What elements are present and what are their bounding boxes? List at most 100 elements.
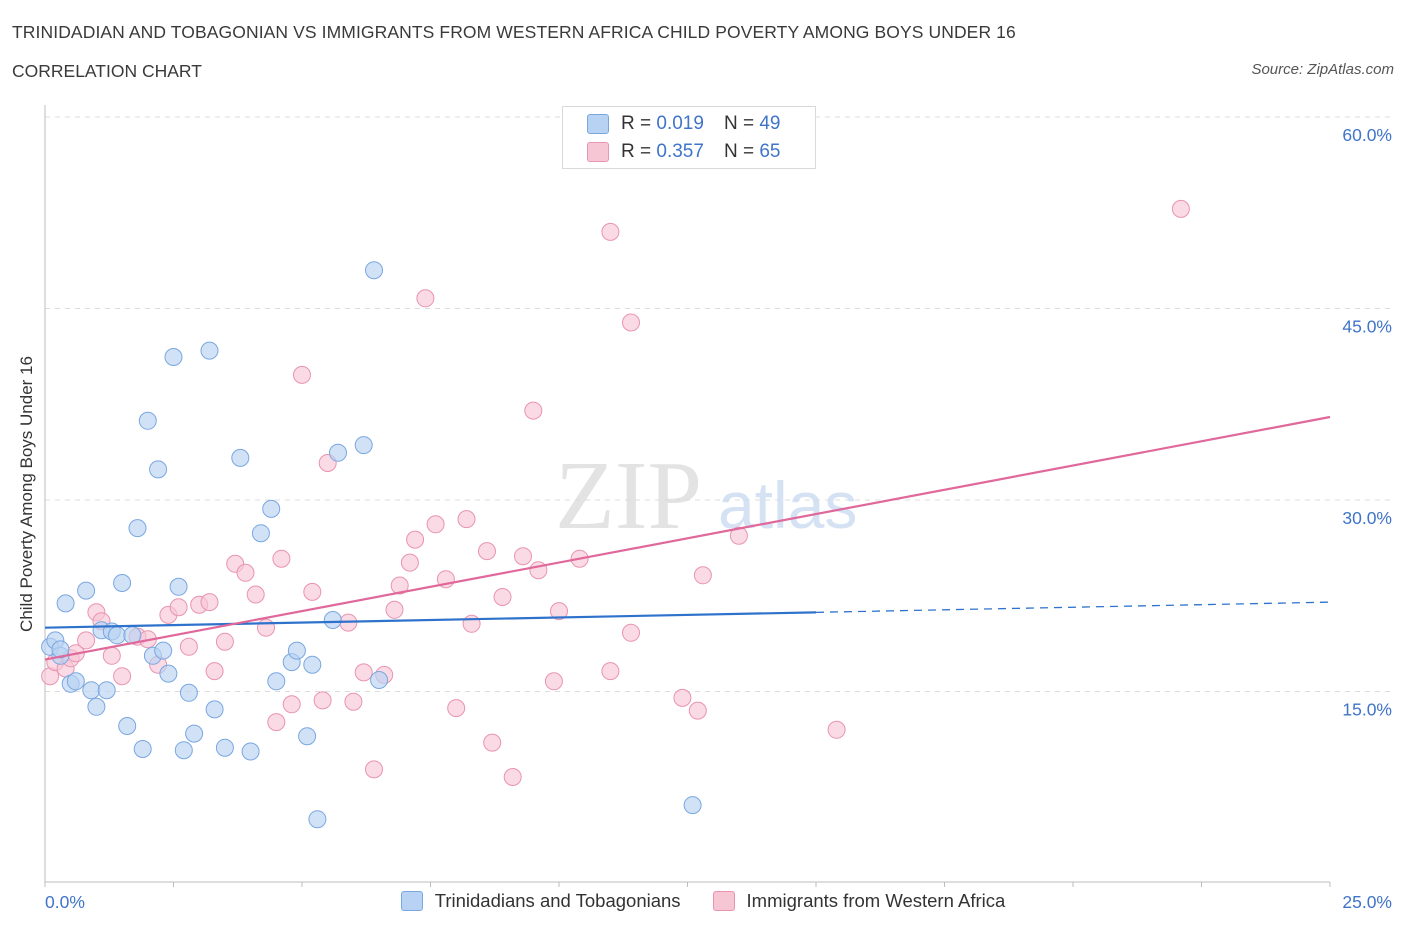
data-point-trinidadian (308, 810, 327, 829)
data-point-trinidadian (267, 672, 286, 691)
data-point-western-africa (673, 688, 692, 707)
x-tick-label-min: 0.0% (45, 892, 85, 912)
data-point-western-africa (493, 588, 512, 606)
data-point-trinidadian (77, 581, 96, 600)
data-point-trinidadian (241, 742, 260, 761)
data-point-western-africa (215, 632, 234, 651)
data-point-western-africa (169, 598, 188, 617)
data-point-western-africa (601, 662, 620, 681)
data-point-western-africa (416, 289, 435, 308)
chart-subtitle: CORRELATION CHART (12, 61, 202, 81)
data-point-trinidadian (174, 741, 193, 760)
chart-title: TRINIDADIAN AND TOBAGONIAN VS IMMIGRANTS… (12, 22, 1016, 42)
data-point-trinidadian (251, 524, 270, 543)
source-note: Source: ZipAtlas.com (1251, 61, 1394, 78)
legend-swatch-trinidadian (400, 891, 423, 911)
legend-r-label: R = (621, 141, 652, 162)
legend-row-blue: R = 0.019 N = 49 (587, 112, 780, 136)
data-point-western-africa (729, 526, 748, 545)
data-point-western-africa (365, 760, 383, 779)
data-point-trinidadian (354, 436, 373, 455)
data-point-western-africa (601, 222, 620, 241)
data-point-trinidadian (298, 727, 317, 746)
data-point-trinidadian (82, 681, 101, 700)
data-point-western-africa (426, 515, 445, 534)
data-point-western-africa (77, 631, 96, 650)
legend-n-value-blue: 49 (759, 113, 781, 134)
y-tick-labels: 15.0% 30.0% 45.0% 60.0% (1342, 125, 1392, 720)
data-point-trinidadian (56, 594, 75, 613)
data-point-trinidadian (108, 626, 126, 645)
data-point-western-africa (544, 672, 563, 691)
data-point-western-africa (503, 768, 522, 786)
data-point-trinidadian (200, 341, 219, 360)
data-point-trinidadian (128, 519, 147, 538)
y-tick-label: 15.0% (1342, 700, 1392, 720)
data-point-western-africa (385, 600, 404, 619)
trend-line-trinidadian (44, 611, 817, 629)
data-point-trinidadian (185, 724, 204, 743)
trend-line-trinidadian-extension (815, 601, 1331, 613)
data-point-western-africa (693, 566, 712, 585)
data-point-trinidadian (683, 796, 702, 815)
data-point-trinidadian (287, 641, 306, 660)
data-point-trinidadian (205, 700, 224, 719)
data-point-western-africa (313, 691, 332, 710)
data-point-western-africa (200, 593, 219, 612)
data-point-trinidadian (118, 717, 137, 735)
data-point-trinidadian (159, 664, 178, 683)
data-point-western-africa (478, 542, 496, 561)
data-point-western-africa (113, 667, 132, 686)
data-point-trinidadian (231, 448, 250, 467)
data-point-western-africa (293, 365, 311, 384)
gridlines (45, 116, 1390, 692)
legend-swatch-blue (587, 114, 609, 134)
data-point-trinidadian (164, 348, 183, 366)
legend-swatch-western-africa (712, 891, 735, 911)
series-trinidadian-points (41, 261, 702, 829)
data-point-western-africa (257, 618, 275, 637)
data-point-trinidadian (169, 577, 188, 596)
data-point-western-africa (483, 733, 502, 752)
data-point-western-africa (447, 699, 466, 718)
y-tick-label: 60.0% (1342, 125, 1392, 145)
data-point-trinidadian (179, 683, 198, 702)
data-point-western-africa (400, 553, 419, 572)
data-point-western-africa (267, 713, 286, 732)
legend-n-label: N = (723, 113, 755, 134)
data-point-western-africa (524, 401, 543, 420)
data-point-trinidadian (370, 671, 389, 689)
data-point-trinidadian (87, 697, 106, 716)
data-point-trinidadian (215, 738, 234, 757)
data-point-trinidadian (149, 460, 168, 479)
watermark-zip: ZIP (555, 442, 702, 550)
data-point-western-africa (282, 695, 301, 714)
data-point-western-africa (205, 662, 224, 681)
data-point-trinidadian (365, 261, 383, 280)
trend-lines (44, 415, 1331, 661)
data-point-western-africa (406, 530, 425, 549)
legend-item-trinidadian: Trinidadians and Tobagonians (400, 890, 681, 912)
data-point-western-africa (622, 313, 640, 332)
data-point-trinidadian (154, 641, 173, 660)
y-axis-label: Child Poverty Among Boys Under 16 (17, 356, 36, 632)
series-legend: Trinidadians and Tobagonians Immigrants … (0, 890, 1406, 912)
data-point-western-africa (354, 663, 373, 682)
data-point-western-africa (462, 614, 481, 633)
data-point-western-africa (179, 637, 198, 656)
y-tick-label: 30.0% (1342, 508, 1392, 528)
data-point-trinidadian (113, 574, 132, 592)
legend-n-value-pink: 65 (759, 141, 781, 162)
data-point-trinidadian (133, 740, 152, 758)
data-point-western-africa (390, 576, 409, 595)
legend-r-value-pink: 0.357 (656, 141, 704, 162)
trend-line-western-africa (44, 415, 1331, 661)
data-point-trinidadian (262, 499, 281, 518)
legend-row-pink: R = 0.357 N = 65 (587, 140, 780, 164)
legend-label-trinidadian: Trinidadians and Tobagonians (434, 890, 681, 911)
legend-label-western-africa: Immigrants from Western Africa (746, 890, 1006, 911)
x-tick-label-max: 25.0% (1342, 892, 1392, 912)
data-point-western-africa (457, 510, 476, 529)
data-point-western-africa (272, 549, 291, 568)
